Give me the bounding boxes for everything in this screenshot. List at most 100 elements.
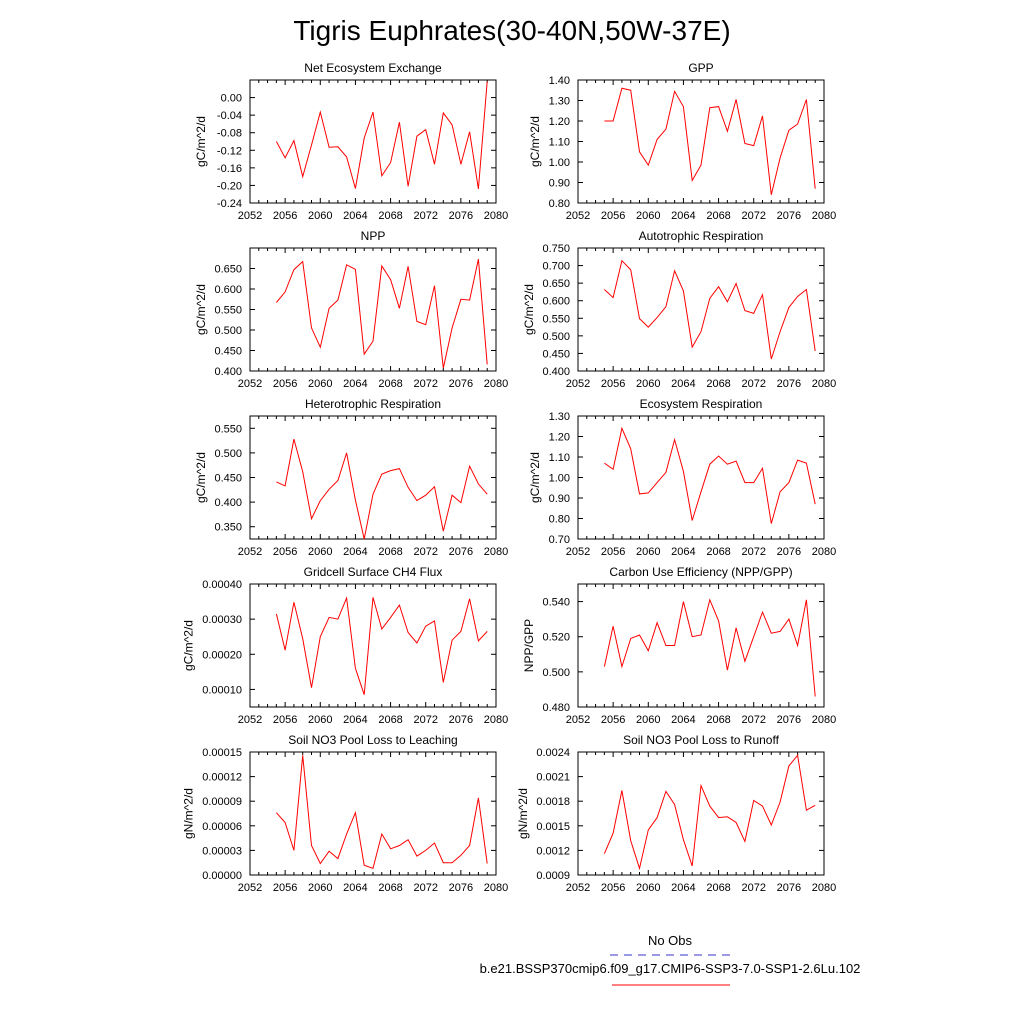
panel-carbon-use-efficiency-npp-gpp-ylabel: NPP/GPP — [522, 619, 536, 672]
legend-obs-label: No Obs — [648, 933, 693, 948]
panel-soil-no3-pool-loss-to-runoff-xtick-label: 2064 — [671, 882, 695, 894]
panel-soil-no3-pool-loss-to-runoff-xtick-label: 2076 — [777, 882, 801, 894]
panel-heterotrophic-respiration-series-line — [276, 438, 488, 540]
panel-ecosystem-respiration-xtick-label: 2060 — [636, 546, 660, 558]
panel-gpp-ytick-label: 1.20 — [549, 116, 570, 128]
panel-ecosystem-respiration-xtick-label: 2072 — [741, 546, 765, 558]
panel-gpp-ytick-label: 1.40 — [549, 75, 570, 87]
panel-autotrophic-respiration-xtick-label: 2060 — [636, 378, 660, 390]
panel-ecosystem-respiration-ylabel: gC/m^2/d — [528, 452, 542, 503]
panel-soil-no3-pool-loss-to-leaching-xtick-label: 2068 — [378, 882, 402, 894]
panel-autotrophic-respiration-xtick-label: 2064 — [671, 378, 695, 390]
panel-heterotrophic-respiration-ytick-label: 0.500 — [214, 448, 242, 460]
panel-heterotrophic-respiration: Heterotrophic Respiration 2052 2056 2060 206… — [194, 397, 508, 558]
panel-net-ecosystem-exchange-xtick-label: 2060 — [308, 210, 332, 222]
panel-heterotrophic-respiration-xtick-label: 2056 — [273, 546, 297, 558]
panel-gridcell-surface-ch4-flux-ylabel: gC/m^2/d — [182, 620, 196, 671]
panel-net-ecosystem-exchange-ytick-label: -0.08 — [217, 128, 242, 140]
panel-net-ecosystem-exchange-xtick-label: 2064 — [343, 210, 367, 222]
panel-soil-no3-pool-loss-to-leaching-xtick-label: 2060 — [308, 882, 332, 894]
panel-soil-no3-pool-loss-to-runoff-xtick-label: 2056 — [601, 882, 625, 894]
panel-soil-no3-pool-loss-to-runoff-xtick-label: 2080 — [812, 882, 836, 894]
panel-carbon-use-efficiency-npp-gpp-title: Carbon Use Efficiency (NPP/GPP) — [609, 565, 792, 579]
panel-soil-no3-pool-loss-to-leaching-xtick-label: 2076 — [449, 882, 473, 894]
panel-gpp-xtick-label: 2056 — [601, 210, 625, 222]
panel-autotrophic-respiration-ytick-label: 0.750 — [542, 243, 570, 255]
panel-autotrophic-respiration-xtick-label: 2076 — [777, 378, 801, 390]
panel-gridcell-surface-ch4-flux-ytick-label: 0.00040 — [202, 579, 242, 591]
panel-heterotrophic-respiration-ytick-label: 0.450 — [214, 473, 242, 485]
panel-ecosystem-respiration-xtick-label: 2064 — [671, 546, 695, 558]
panel-soil-no3-pool-loss-to-runoff: Soil NO3 Pool Loss to Runoff 2052 2056 2060… — [516, 733, 836, 894]
panel-heterotrophic-respiration-xtick-label: 2064 — [343, 546, 367, 558]
panel-net-ecosystem-exchange-xtick-label: 2068 — [378, 210, 402, 222]
panel-gridcell-surface-ch4-flux-xtick-label: 2060 — [308, 714, 332, 726]
panel-heterotrophic-respiration-ytick-label: 0.550 — [214, 423, 242, 435]
panel-ecosystem-respiration-ytick-label: 0.90 — [549, 493, 570, 505]
panel-soil-no3-pool-loss-to-runoff-title: Soil NO3 Pool Loss to Runoff — [623, 733, 780, 747]
panel-net-ecosystem-exchange-ytick-label: 0.00 — [221, 93, 242, 105]
panel-npp-xtick-label: 2072 — [413, 378, 437, 390]
panel-gpp-xtick-label: 2052 — [566, 210, 590, 222]
panel-autotrophic-respiration-ytick-label: 0.700 — [542, 261, 570, 273]
panel-gridcell-surface-ch4-flux-xtick-label: 2052 — [238, 714, 262, 726]
panel-soil-no3-pool-loss-to-leaching-xtick-label: 2072 — [413, 882, 437, 894]
panel-autotrophic-respiration: Autotrophic Respiration 2052 2056 2060 2064 2… — [522, 229, 836, 390]
panel-ecosystem-respiration-ytick-label: 1.20 — [549, 432, 570, 444]
panel-carbon-use-efficiency-npp-gpp-xtick-label: 2072 — [741, 714, 765, 726]
panel-ecosystem-respiration-ytick-label: 0.80 — [549, 514, 570, 526]
legend: No Obs b.e21.BSSP370cmip6.f09_g17.CMIP6-… — [480, 933, 860, 986]
panel-gridcell-surface-ch4-flux-xtick-label: 2064 — [343, 714, 367, 726]
panel-autotrophic-respiration-xtick-label: 2080 — [812, 378, 836, 390]
panel-carbon-use-efficiency-npp-gpp-ytick-label: 0.540 — [542, 597, 570, 609]
panel-carbon-use-efficiency-npp-gpp-xtick-label: 2060 — [636, 714, 660, 726]
panel-soil-no3-pool-loss-to-runoff-ytick-label: 0.0015 — [536, 821, 570, 833]
panel-carbon-use-efficiency-npp-gpp-xtick-label: 2056 — [601, 714, 625, 726]
panel-net-ecosystem-exchange-ytick-label: -0.20 — [217, 180, 242, 192]
panel-autotrophic-respiration-ytick-label: 0.400 — [542, 366, 570, 378]
panel-heterotrophic-respiration-xtick-label: 2060 — [308, 546, 332, 558]
panel-ecosystem-respiration: Ecosystem Respiration 2052 2056 2060 2064 206… — [528, 397, 836, 558]
panel-net-ecosystem-exchange-xtick-label: 2056 — [273, 210, 297, 222]
panel-soil-no3-pool-loss-to-leaching-xtick-label: 2052 — [238, 882, 262, 894]
panel-gridcell-surface-ch4-flux-xtick-label: 2056 — [273, 714, 297, 726]
panel-autotrophic-respiration-ytick-label: 0.450 — [542, 348, 570, 360]
panel-npp-xtick-label: 2060 — [308, 378, 332, 390]
panel-gpp-ytick-label: 1.10 — [549, 137, 570, 149]
panel-autotrophic-respiration-ytick-label: 0.600 — [542, 296, 570, 308]
panel-net-ecosystem-exchange-xtick-label: 2076 — [449, 210, 473, 222]
panel-soil-no3-pool-loss-to-leaching-ytick-label: 0.00003 — [202, 845, 242, 857]
panel-net-ecosystem-exchange-ytick-label: -0.16 — [217, 163, 242, 175]
panel-gpp-ylabel: gC/m^2/d — [528, 116, 542, 167]
panel-carbon-use-efficiency-npp-gpp-xtick-label: 2064 — [671, 714, 695, 726]
panel-soil-no3-pool-loss-to-runoff-xtick-label: 2052 — [566, 882, 590, 894]
panel-carbon-use-efficiency-npp-gpp-ytick-label: 0.480 — [542, 702, 570, 714]
panel-gpp-series-line — [604, 87, 816, 195]
panel-ecosystem-respiration-frame — [577, 415, 825, 540]
panel-soil-no3-pool-loss-to-leaching-ylabel: gN/m^2/d — [182, 788, 196, 839]
panel-npp-xtick-label: 2064 — [343, 378, 367, 390]
panel-npp-ytick-label: 0.650 — [214, 264, 242, 276]
figure-title: Tigris Euphrates(30-40N,50W-37E) — [293, 15, 730, 46]
panel-soil-no3-pool-loss-to-leaching: Soil NO3 Pool Loss to Leaching 2052 2056 20… — [182, 733, 509, 894]
panel-gpp-xtick-label: 2080 — [812, 210, 836, 222]
panel-autotrophic-respiration-xtick-label: 2072 — [741, 378, 765, 390]
panel-gridcell-surface-ch4-flux-xtick-label: 2080 — [484, 714, 508, 726]
panel-ecosystem-respiration-xtick-label: 2068 — [706, 546, 730, 558]
panel-carbon-use-efficiency-npp-gpp-ytick-label: 0.500 — [542, 667, 570, 679]
panel-soil-no3-pool-loss-to-leaching-ytick-label: 0.00009 — [202, 796, 242, 808]
panel-gridcell-surface-ch4-flux-xtick-label: 2076 — [449, 714, 473, 726]
panel-soil-no3-pool-loss-to-leaching-title: Soil NO3 Pool Loss to Leaching — [288, 733, 457, 747]
panel-npp-ytick-label: 0.450 — [214, 346, 242, 358]
panel-ecosystem-respiration-xtick-label: 2052 — [566, 546, 590, 558]
panel-net-ecosystem-exchange-ytick-label: -0.24 — [217, 198, 242, 210]
panel-carbon-use-efficiency-npp-gpp-series-line — [603, 598, 816, 697]
panel-heterotrophic-respiration-title: Heterotrophic Respiration — [305, 397, 441, 411]
panel-npp-xtick-label: 2080 — [484, 378, 508, 390]
panel-soil-no3-pool-loss-to-runoff-ytick-label: 0.0024 — [536, 747, 570, 759]
panel-soil-no3-pool-loss-to-runoff-frame — [577, 751, 825, 876]
panel-heterotrophic-respiration-xtick-label: 2076 — [449, 546, 473, 558]
panel-autotrophic-respiration-ylabel: gC/m^2/d — [522, 284, 536, 335]
panel-heterotrophic-respiration-xtick-label: 2080 — [484, 546, 508, 558]
panel-gpp-xtick-label: 2064 — [671, 210, 695, 222]
